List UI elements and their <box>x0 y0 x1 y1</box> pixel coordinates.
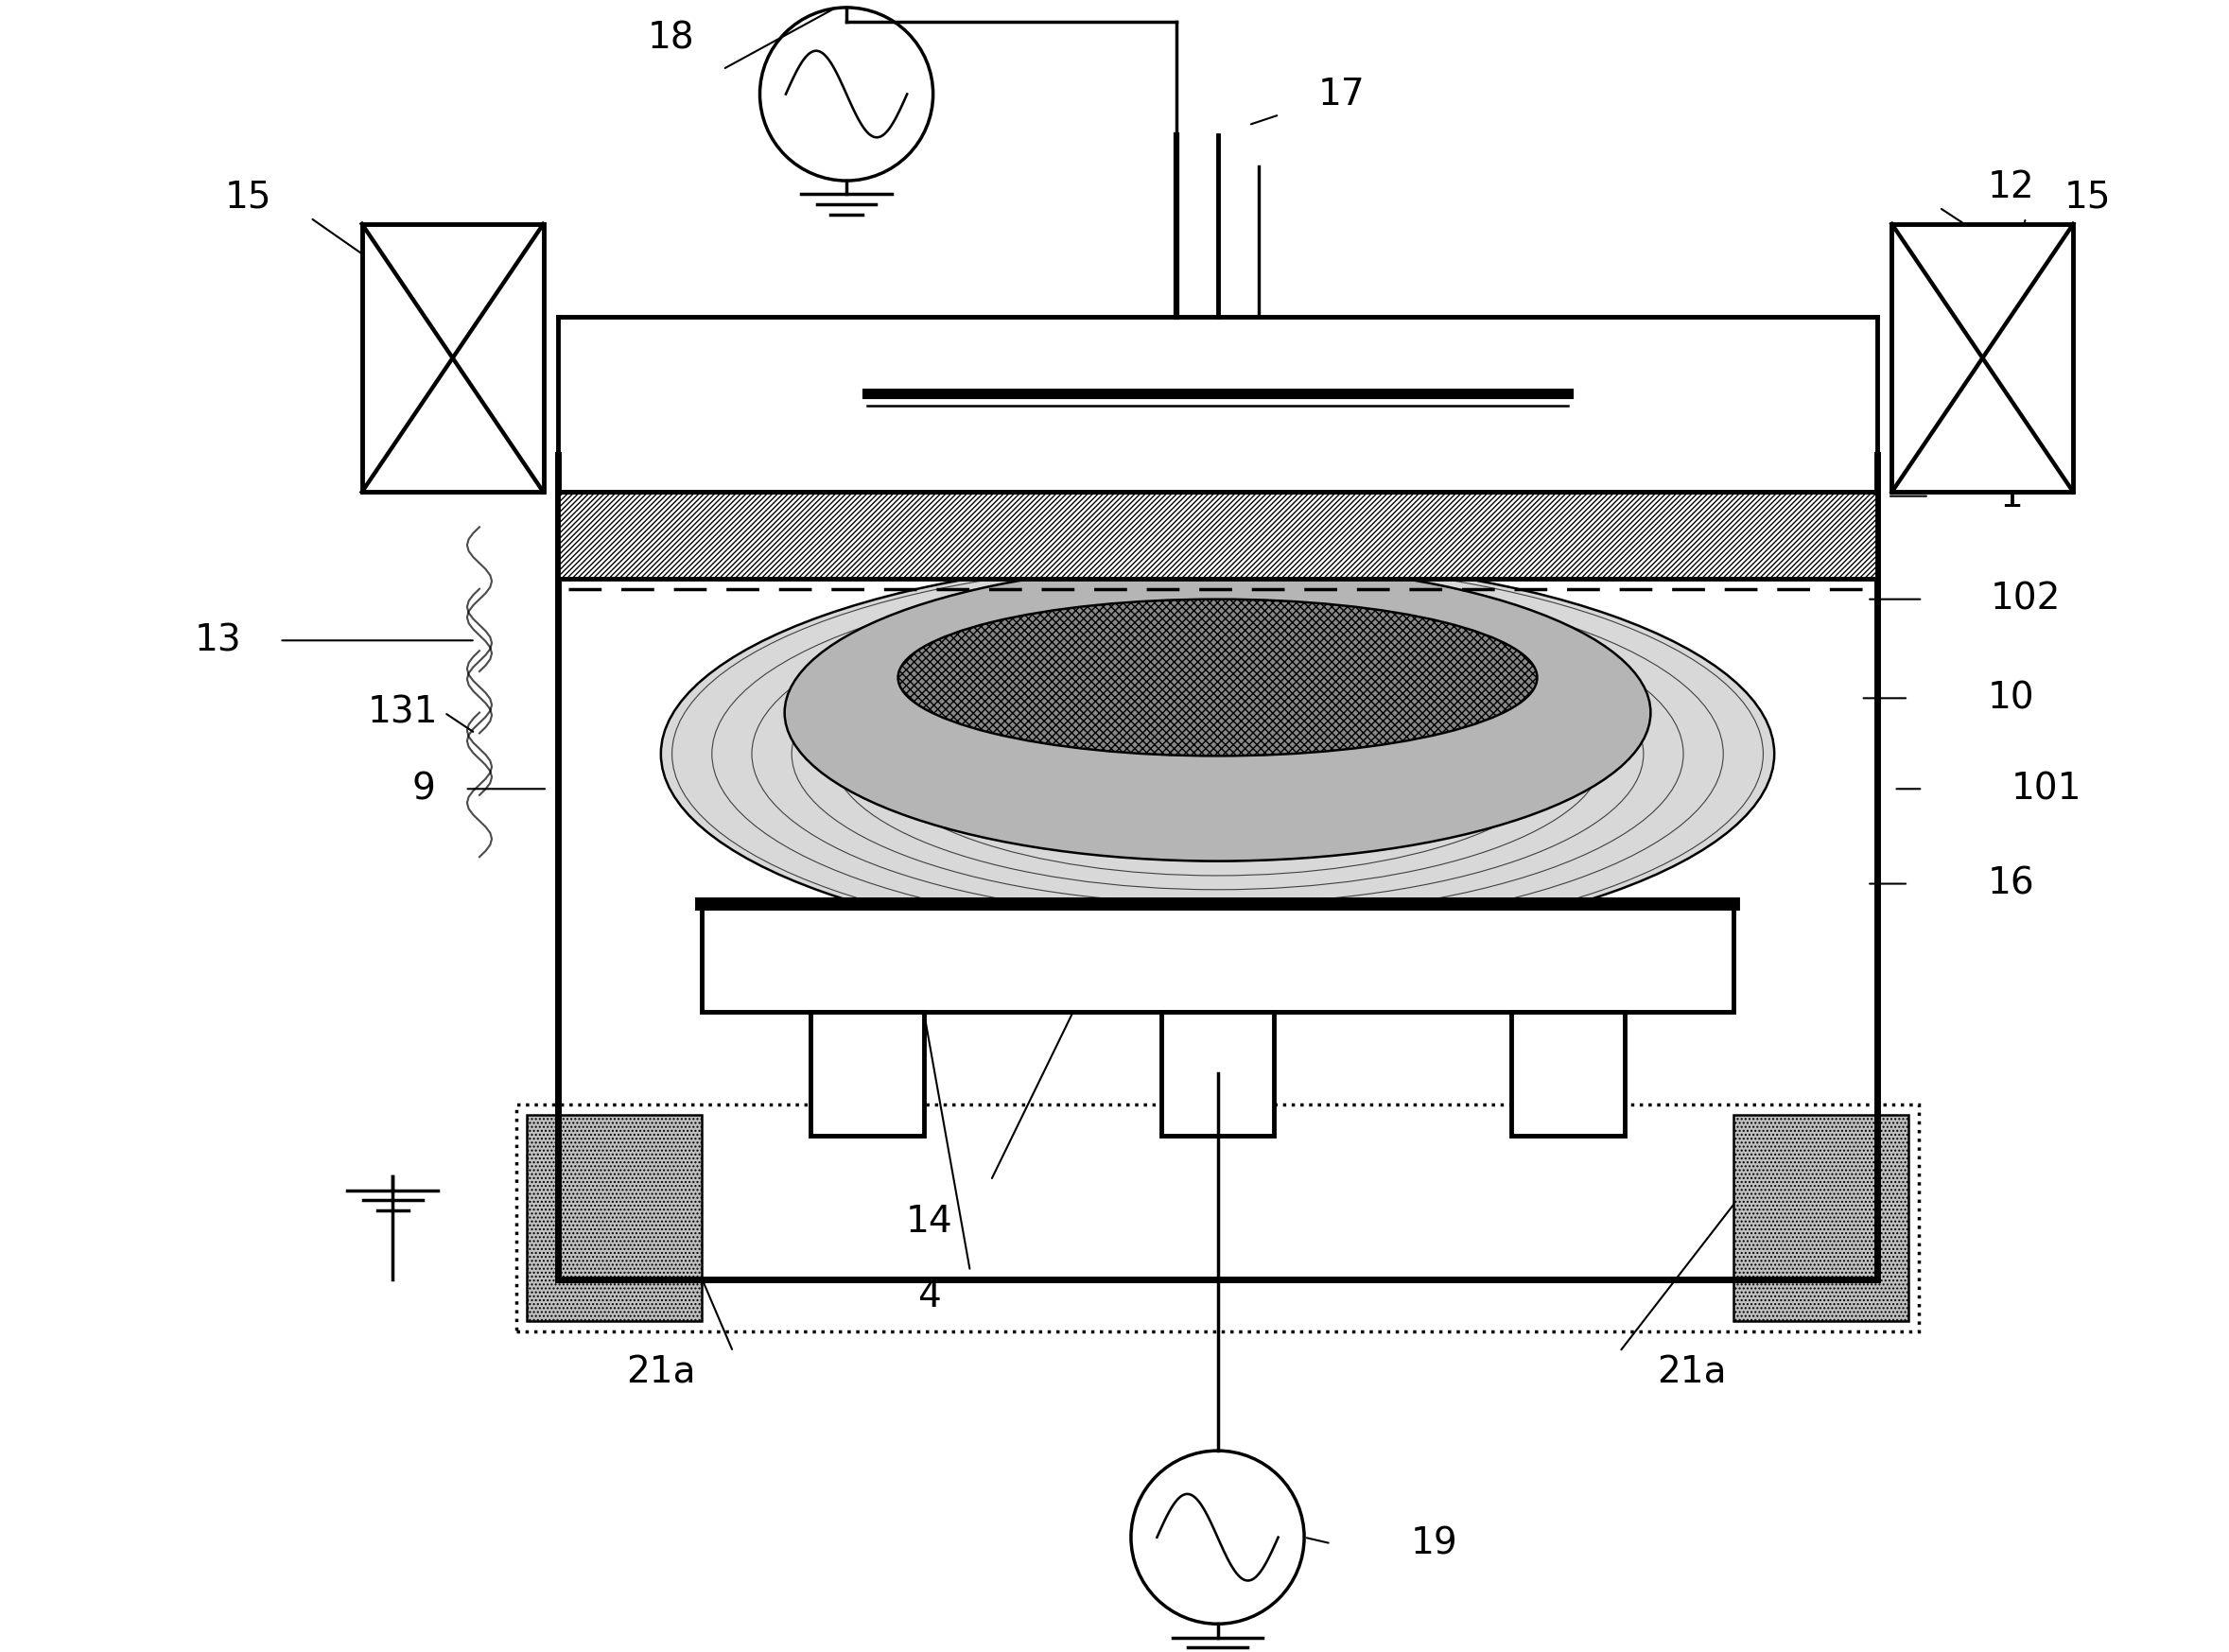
Text: 15: 15 <box>2064 178 2111 215</box>
Bar <box>1161 1011 1275 1135</box>
Bar <box>557 492 1877 578</box>
Text: 13: 13 <box>194 623 241 659</box>
Text: 14: 14 <box>905 1204 952 1239</box>
Ellipse shape <box>660 558 1774 950</box>
Bar <box>1892 225 2073 492</box>
Text: 17: 17 <box>1317 76 1364 112</box>
Bar <box>811 1011 923 1135</box>
Bar <box>1734 1115 1908 1322</box>
Text: 21a: 21a <box>1656 1355 1727 1391</box>
Text: 18: 18 <box>649 20 695 56</box>
Bar <box>702 904 1734 1011</box>
Bar <box>361 225 544 492</box>
Text: 16: 16 <box>1988 866 2035 902</box>
Text: 12: 12 <box>1988 169 2035 205</box>
Bar <box>526 1115 702 1322</box>
Text: 101: 101 <box>2011 771 2082 806</box>
Text: 10: 10 <box>1988 681 2035 715</box>
Text: 102: 102 <box>1990 582 2062 618</box>
Text: 15: 15 <box>225 178 272 215</box>
Ellipse shape <box>785 565 1652 861</box>
Text: 4: 4 <box>916 1279 941 1313</box>
Text: 9: 9 <box>412 771 435 806</box>
Bar <box>1511 1011 1625 1135</box>
Ellipse shape <box>898 600 1538 757</box>
Text: 131: 131 <box>368 694 439 730</box>
Bar <box>517 1104 1919 1332</box>
Text: 1: 1 <box>1999 477 2024 514</box>
Text: 21a: 21a <box>626 1355 695 1391</box>
Text: 19: 19 <box>1411 1525 1458 1561</box>
